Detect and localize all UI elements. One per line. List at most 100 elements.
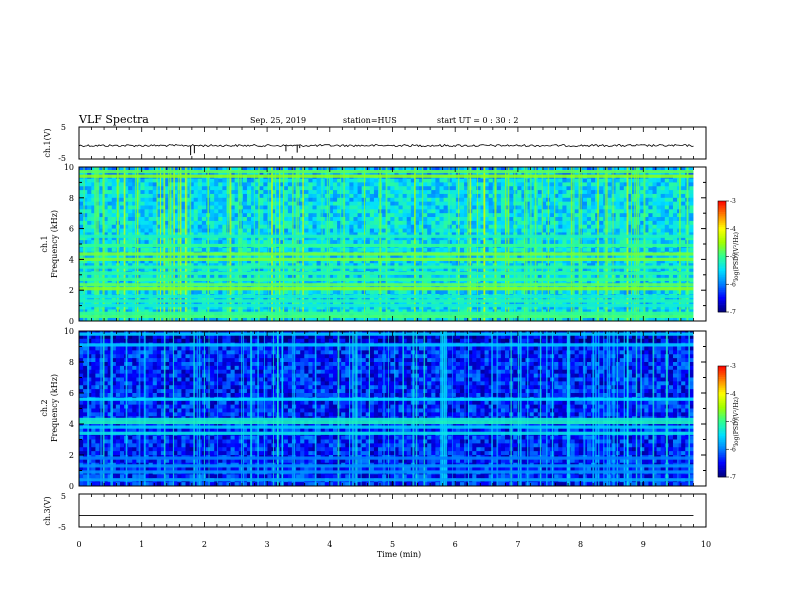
spec1-cell <box>357 205 363 210</box>
spec1-cell <box>459 193 465 199</box>
spec1-cell <box>275 240 281 245</box>
spec1-cell <box>390 193 395 199</box>
spec1-cell <box>496 209 502 214</box>
spec1-cell <box>292 232 297 237</box>
spec1-cell <box>292 186 297 191</box>
spec1-cell <box>537 236 543 241</box>
spec1-cell <box>664 220 670 226</box>
spec1-cell <box>402 193 408 199</box>
spec1-cell <box>312 247 317 253</box>
spec1-cell <box>517 290 522 295</box>
spec1-cell <box>83 197 88 203</box>
spec1-cell <box>566 263 571 268</box>
spec1-cell <box>591 228 596 233</box>
spec1-cell <box>431 247 436 253</box>
spec1-cell <box>382 193 387 199</box>
spec1-cell <box>267 274 272 280</box>
spec1-cell <box>513 274 518 280</box>
spec1-cell <box>201 182 207 187</box>
spec1-cell <box>500 274 506 280</box>
spec1-cell <box>554 267 559 272</box>
spec1-cell <box>246 201 252 206</box>
spec1-cell <box>140 217 145 222</box>
spec1-cell <box>517 182 522 187</box>
spec1-cell <box>214 182 219 187</box>
spec1-cell <box>332 193 338 199</box>
spec1-cell <box>251 290 256 295</box>
spec1-cell <box>398 205 404 210</box>
spec1-cell <box>226 224 231 229</box>
spec1-cell <box>160 178 166 183</box>
spec1-cell <box>185 190 191 195</box>
spec1-cell <box>210 220 215 226</box>
spec1-cell <box>103 182 109 187</box>
spec1-cell <box>87 205 92 210</box>
spec1-cell <box>361 224 367 229</box>
spec1-cell <box>488 247 494 253</box>
spec1-cell <box>99 259 104 264</box>
spec1-cell <box>107 247 113 253</box>
spec1-cell <box>386 186 391 191</box>
spec1-cell <box>611 274 617 280</box>
spec1-cell <box>554 228 559 233</box>
spec1-cell <box>505 290 510 295</box>
spec1-cell <box>369 267 375 272</box>
spec1-cell <box>586 167 592 172</box>
spec1-cell <box>607 240 612 245</box>
spec1-cell <box>218 224 223 229</box>
spec1-cell <box>681 209 686 214</box>
spec1-cell <box>529 193 535 199</box>
spec1-cell <box>197 178 203 183</box>
spec1-cell <box>218 213 223 218</box>
spec1-cell <box>361 259 367 264</box>
spec1-cell <box>103 274 109 280</box>
spec1-cell <box>124 290 129 295</box>
spec1-cell <box>287 274 293 280</box>
spec1-cell <box>185 217 191 222</box>
spec1-cell <box>431 255 436 260</box>
spec1-cell <box>132 263 137 268</box>
spec1-cell <box>476 193 481 199</box>
spec1-cell <box>648 263 653 268</box>
spec1-cell <box>312 236 317 241</box>
spec1-cell <box>136 213 141 218</box>
spec1-cell <box>640 290 645 295</box>
spec1-cell <box>500 259 506 264</box>
spec1-cell <box>218 259 223 264</box>
spec1-cell <box>140 186 145 191</box>
spec1-cell <box>681 259 686 264</box>
spec1-cell <box>619 263 625 268</box>
spec1-cell <box>419 178 424 183</box>
spec1-cell <box>111 217 117 222</box>
spec1-cell <box>521 167 526 172</box>
spec1-cell <box>136 205 141 210</box>
spec1-cell <box>99 201 104 206</box>
spec1-cell <box>525 255 531 260</box>
spec1-cell <box>308 247 313 253</box>
spec1-cell <box>410 267 416 272</box>
spec1-cell <box>410 290 416 295</box>
spec1-cell <box>304 232 309 237</box>
spec1-cell <box>185 255 191 260</box>
spec1-cell <box>177 232 182 237</box>
spec1-cell <box>402 274 408 280</box>
spec1-cell <box>107 201 113 206</box>
spec1-cell <box>111 259 117 264</box>
spec1-cell <box>255 217 260 222</box>
spec1-cell <box>226 290 231 295</box>
spec1-cell <box>91 220 96 226</box>
spec1-cell <box>414 290 420 295</box>
spec1-cell <box>91 186 96 191</box>
spec1-cell <box>283 193 289 199</box>
spec1-cell <box>234 205 240 210</box>
spec1-cell <box>251 228 256 233</box>
spec1-cell <box>267 193 272 199</box>
spec1-cell <box>562 274 567 280</box>
spec1-cell <box>435 255 440 260</box>
spec1-cell <box>99 224 104 229</box>
spec1-cell <box>681 201 686 206</box>
spec1-cell <box>644 182 649 187</box>
spec1-cell <box>177 178 182 183</box>
spec1-cell <box>337 201 342 206</box>
spec1-cell <box>484 247 490 253</box>
